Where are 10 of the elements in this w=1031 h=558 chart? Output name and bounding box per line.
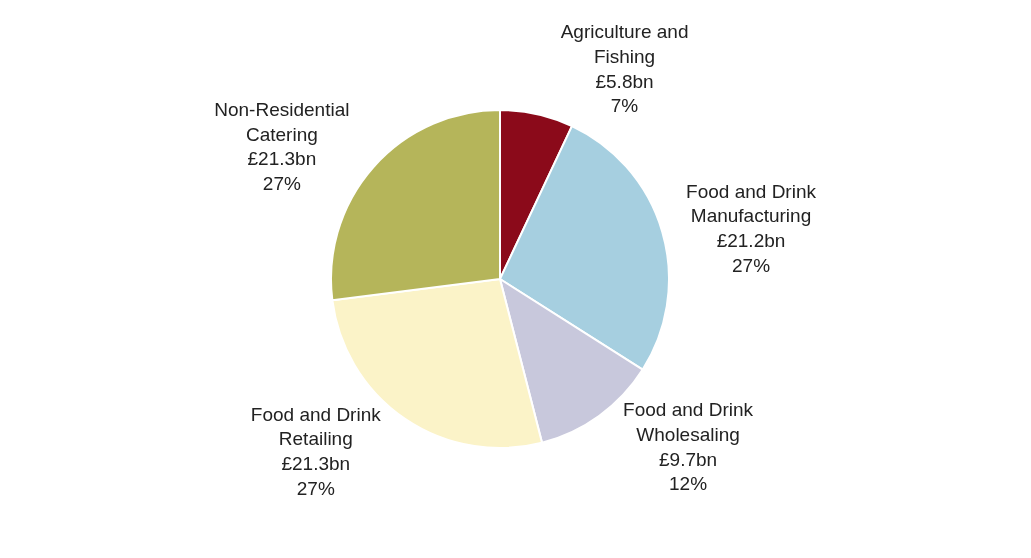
slice-label: Food and Drink Wholesaling [623, 399, 754, 445]
data-label: £21.3bn 27% [247, 148, 317, 194]
data-label: £21.3bn 27% [281, 453, 351, 499]
slice-label: Food and Drink Manufacturing [686, 180, 817, 227]
slice-label: Non-Residential Catering [214, 98, 350, 145]
data-label: £5.8bn 7% [595, 70, 654, 117]
slice-label: Agriculture and Fishing [560, 21, 689, 67]
data-label: £21.2bn 27% [716, 230, 786, 276]
data-label: £9.7bn 12% [659, 448, 718, 495]
slice-label: Food and Drink Retailing [250, 403, 382, 450]
